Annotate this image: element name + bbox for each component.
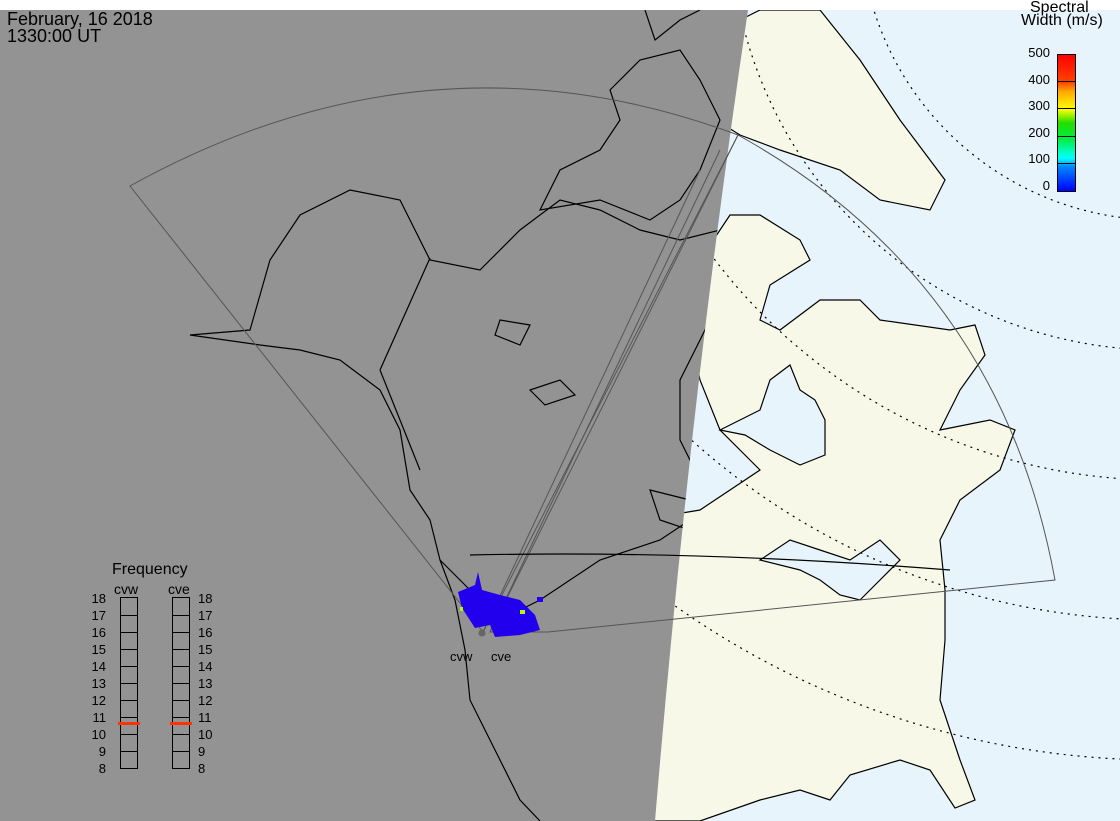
site-label-cve: cve	[491, 649, 512, 664]
colorbar-divider	[1058, 81, 1075, 83]
frequency-title: Frequency	[112, 561, 188, 578]
site-label-cvw: cvw	[450, 649, 473, 664]
frequency-tick: 9	[198, 744, 206, 759]
scatter-cell	[537, 597, 543, 602]
frequency-tick: 8	[98, 761, 106, 776]
frequency-tick: 9	[98, 744, 106, 759]
scatter-cell-green	[520, 610, 525, 614]
frequency-tick: 10	[198, 727, 213, 742]
frequency-tick: 10	[91, 727, 106, 742]
colorbar-tick: 400	[1028, 71, 1050, 87]
border-line	[469, 553, 951, 571]
frequency-tick: 11	[198, 710, 212, 725]
frequency-tick: 8	[198, 761, 206, 776]
frequency-tick: 15	[91, 642, 106, 657]
scatter-patch-cvw	[458, 572, 540, 637]
colorbar	[1057, 54, 1076, 192]
frequency-tick: 14	[198, 659, 213, 674]
colorbar-divider	[1058, 135, 1075, 137]
frequency-tick: 18	[91, 591, 106, 606]
frequency-tick: 15	[198, 642, 213, 657]
date-label: February, 16 2018	[7, 9, 153, 29]
frequency-tick: 12	[198, 693, 213, 708]
radar-name-cvw: cvw	[114, 581, 139, 597]
frequency-tick: 17	[198, 608, 213, 623]
frequency-tick: 14	[91, 659, 106, 674]
colorbar-tick: 300	[1028, 98, 1050, 113]
frequency-scale-cve	[172, 597, 190, 769]
colorbar-title-1: Spectral	[1030, 0, 1089, 16]
frequency-tick: 18	[198, 591, 213, 606]
radar-scatter	[458, 572, 543, 637]
radar-fields-of-view	[129, 87, 1056, 633]
colorbar-tick: 200	[1028, 124, 1050, 140]
frequency-tick: 13	[198, 676, 213, 691]
radar-name-cve: cve	[168, 581, 190, 597]
frequency-tick: 17	[91, 608, 106, 623]
frequency-tick: 13	[91, 676, 106, 691]
colorbar-divider	[1058, 108, 1075, 110]
colorbar-tick: 0	[1042, 177, 1050, 193]
frequency-marker	[118, 721, 140, 725]
frequency-tick: 11	[92, 710, 107, 725]
colorbar-tick: 100	[1028, 151, 1050, 166]
frequency-tick: 12	[91, 693, 106, 708]
frequency-tick: 16	[91, 625, 106, 640]
frequency-marker	[170, 721, 192, 725]
colorbar-tick: 500	[1028, 45, 1050, 60]
radar-site-marker	[478, 629, 486, 637]
time-label: 1330:00 UT	[7, 26, 102, 46]
scatter-cell-green	[460, 607, 463, 611]
night-region	[0, 10, 748, 821]
colorbar-divider	[1058, 162, 1075, 164]
frequency-scale-cvw	[120, 597, 138, 769]
colorbar-title-2: Width (m/s)	[1021, 12, 1103, 29]
frequency-tick: 16	[198, 625, 213, 640]
